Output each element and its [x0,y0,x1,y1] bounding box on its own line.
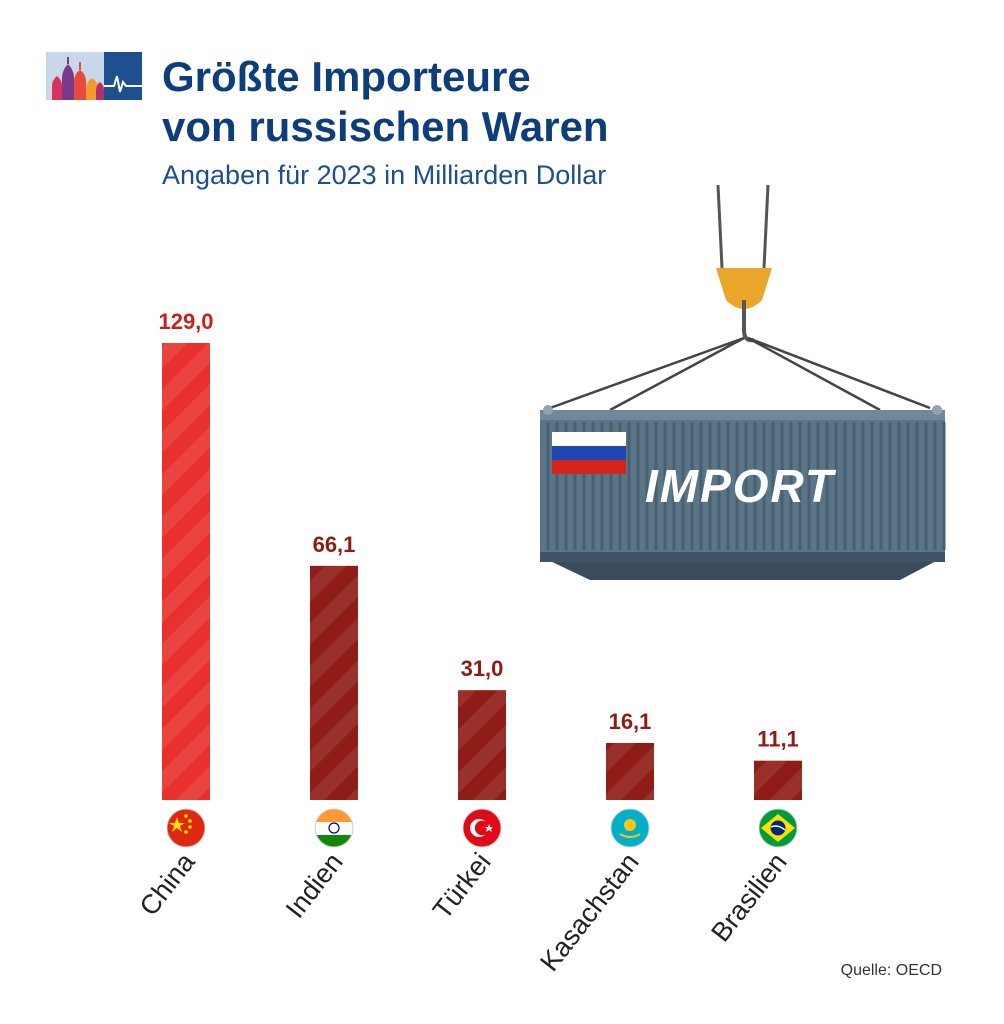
title-line-1: Größte Importeure [162,53,531,100]
category-label: China [134,846,202,921]
value-label: 16,1 [609,709,652,734]
value-label: 129,0 [158,309,213,334]
category-label: Brasilien [705,847,792,947]
russia-flag-icon [552,432,626,474]
container-text: IMPORT [645,460,837,512]
value-label: 11,1 [757,727,799,752]
turkey-flag-icon [462,808,502,848]
bar-texture [606,742,654,800]
india-flag-icon [314,808,354,848]
crane-hook-icon [549,184,931,412]
kazakhstan-flag-icon [610,808,650,848]
bar-texture [458,690,506,800]
source-note: Quelle: OECD [840,962,942,979]
bar-texture [162,343,210,800]
category-label: Kasachstan [534,847,645,977]
value-label: 31,0 [461,656,504,681]
chart-subtitle: Angaben für 2023 in Milliarden Dollar [162,160,607,190]
page-title: Größte Importeure von russischen Waren [162,52,609,152]
category-label: Türkei [427,847,497,925]
bar-texture [754,760,802,800]
value-label: 66,1 [313,532,356,557]
shipping-container-icon: IMPORT [540,405,946,580]
brazil-flag-icon [758,808,798,848]
china-flag-icon [166,808,206,848]
title-line-2: von russischen Waren [162,103,609,150]
bar-texture [310,565,358,800]
kremlin-logo-icon [46,52,142,100]
category-label: Indien [280,847,349,923]
